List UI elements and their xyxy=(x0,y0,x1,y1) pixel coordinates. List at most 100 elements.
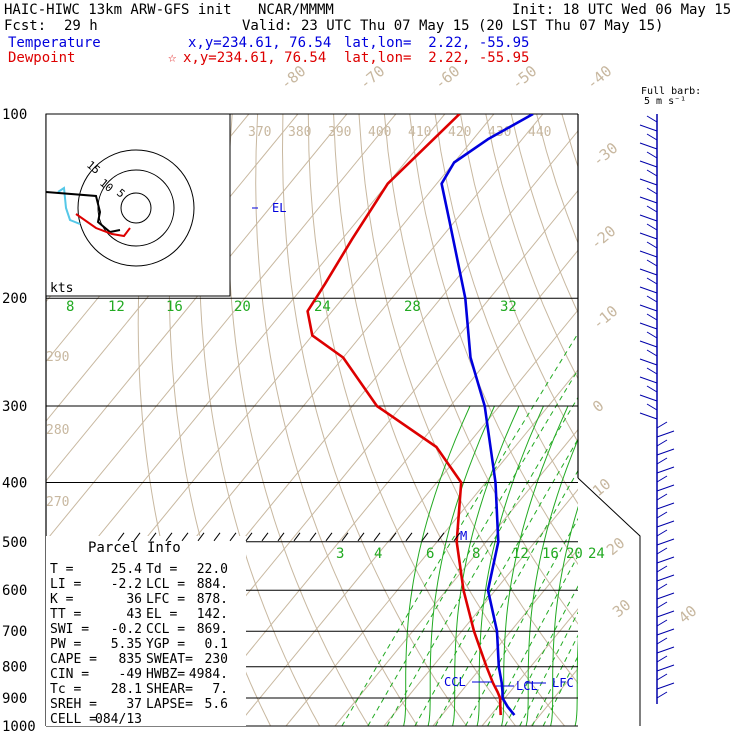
parcel-field-label: SWEAT= xyxy=(146,652,193,667)
wind-barb xyxy=(656,421,668,429)
mixing-ratio-label: 16 xyxy=(166,299,183,315)
parcel-field-label: T = xyxy=(50,562,74,577)
parcel-field-label: SWI = xyxy=(50,622,89,637)
wind-barb xyxy=(656,682,675,690)
legend-dewpoint-label: Dewpoint xyxy=(8,50,76,66)
dry-adiabat-line xyxy=(227,114,370,726)
parcel-field-value: 5.6 xyxy=(205,697,228,712)
parcel-field-value: 4984. xyxy=(189,667,228,682)
isotherm-line xyxy=(46,114,446,602)
wind-barb xyxy=(656,439,668,447)
header-valid: Valid: 23 UTC Thu 07 May 15 (20 LST Thu … xyxy=(242,18,664,34)
wind-barb xyxy=(656,457,668,465)
mixing-ratio-label: 12 xyxy=(108,299,125,315)
wind-barb xyxy=(656,565,668,573)
mixing-ratio-label: 3 xyxy=(336,546,344,562)
wind-barb xyxy=(646,385,658,393)
isotherm-line xyxy=(46,114,397,542)
parcel-field-label: CAPE = xyxy=(50,652,97,667)
parcel-field-label: K = xyxy=(50,592,74,607)
moist-adiabat-line xyxy=(476,405,544,726)
isotherm-line xyxy=(432,548,578,726)
header-init: Init: 18 UTC Wed 06 May 15 xyxy=(512,2,732,18)
theta-label: 400 xyxy=(368,125,391,140)
pressure-tick-label: 500 xyxy=(2,535,27,551)
parcel-field-value: -2.2 xyxy=(111,577,142,592)
wind-barb xyxy=(639,142,658,150)
legend-dewpoint-latlon: lat,lon= 2.22, -55.95 xyxy=(344,50,530,66)
level-marker-label: LCL xyxy=(516,679,538,693)
mixing-ratio-line xyxy=(542,655,578,726)
freezing-level-hatch xyxy=(453,532,461,542)
dry-adiabat-line xyxy=(638,114,740,726)
wind-barb xyxy=(646,331,658,339)
theta-label-low: 270 xyxy=(46,495,69,510)
wind-barb xyxy=(656,628,675,636)
dry-adiabat-line xyxy=(358,114,578,684)
wind-barb xyxy=(646,133,658,141)
isotherm-line xyxy=(383,488,578,726)
level-markers: EL M CCL LCL LFC xyxy=(117,201,574,693)
pressure-tick-label: 200 xyxy=(2,291,27,307)
freezing-level-hatch xyxy=(309,532,317,542)
mixing-ratio-line xyxy=(465,517,578,726)
level-marker-label: M xyxy=(460,529,467,543)
wind-barb xyxy=(639,322,658,330)
isotherm-label: -60 xyxy=(431,62,463,93)
dry-adiabat-line xyxy=(714,114,740,726)
dry-adiabat-line xyxy=(307,114,516,726)
freezing-level-hatch xyxy=(149,532,157,542)
parcel-field-value: 28.1 xyxy=(111,682,142,697)
isotherm-label: 20 xyxy=(603,534,628,559)
parcel-field-value: 835 xyxy=(119,652,142,667)
profile-lines xyxy=(306,114,534,716)
wind-barb xyxy=(656,502,675,510)
wind-barb xyxy=(639,178,658,186)
freezing-level-hatch xyxy=(117,532,125,542)
wind-barb xyxy=(656,520,675,528)
parcel-field-value: 43 xyxy=(126,607,142,622)
barb-title-line1: Full barb: xyxy=(641,86,701,97)
wind-barb xyxy=(656,637,668,645)
mixing-ratio-line xyxy=(531,634,578,726)
isotherm-label: -50 xyxy=(508,62,540,93)
freezing-level-hatch xyxy=(421,532,429,542)
theta-label-low: 290 xyxy=(46,350,69,365)
isotherm-label: 10 xyxy=(589,475,614,500)
wind-barb xyxy=(656,691,668,699)
freezing-level-hatch xyxy=(181,532,189,542)
legend-temperature-xy: x,y=234.61, 76.54 xyxy=(188,35,332,51)
pressure-tick-label: 300 xyxy=(2,399,27,415)
freezing-level-hatch xyxy=(245,532,253,542)
parcel-field-value: 142. xyxy=(197,607,228,622)
moist-adiabat-line xyxy=(525,438,578,726)
parcel-field-value: 22.0 xyxy=(197,562,228,577)
legend-temperature-label: Temperature xyxy=(8,35,101,51)
parcel-field-value: 084/13 xyxy=(95,712,142,727)
pressure-tick-label: 100 xyxy=(2,107,27,123)
hodograph-trace-upper xyxy=(57,186,81,225)
mixing-ratio-label: 4 xyxy=(374,546,382,562)
wind-barb xyxy=(639,232,658,240)
parcel-field-label: EL = xyxy=(146,607,177,622)
wind-barb xyxy=(639,196,658,204)
isotherm-line xyxy=(481,608,578,726)
parcel-field-value: 0.1 xyxy=(205,637,228,652)
wind-barb xyxy=(646,241,658,249)
wind-barb xyxy=(639,214,658,222)
theta-label: 410 xyxy=(408,125,431,140)
wind-barb xyxy=(656,601,668,609)
wind-barb xyxy=(656,664,675,672)
isotherm-label: -30 xyxy=(589,139,621,170)
wind-barb xyxy=(646,367,658,375)
theta-label: 420 xyxy=(448,125,471,140)
dry-adiabat-line xyxy=(460,114,578,444)
header-model: HAIC-HIWC 13km ARW-GFS init xyxy=(4,2,232,18)
dry-adiabat-line xyxy=(561,114,578,169)
parcel-field-value: -0.2 xyxy=(111,622,142,637)
dry-adiabat-line xyxy=(485,114,578,380)
parcel-field-value: -49 xyxy=(119,667,142,682)
barb-panel-edge xyxy=(577,477,641,726)
